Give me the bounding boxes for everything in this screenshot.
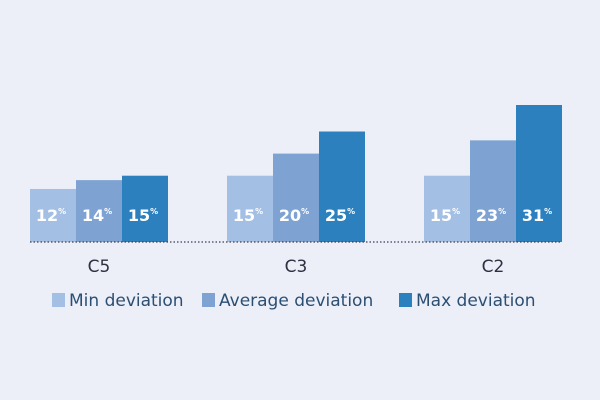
bar-c5-series-1 [76, 180, 122, 242]
data-label: 25% [325, 206, 355, 225]
bar-c2-series-1 [470, 140, 516, 242]
bar-c3-series-2 [319, 131, 365, 242]
bar-c2-series-2 [516, 105, 562, 242]
category-labels: C5 C3 C2 [88, 257, 505, 277]
legend: Min deviation Average deviation Max deviat… [52, 291, 536, 311]
legend-swatch [399, 293, 412, 307]
bar-c3-series-1 [273, 153, 319, 242]
bar-c5-series-2 [122, 175, 168, 242]
bar-c5-series-0 [30, 188, 76, 242]
legend-swatch [202, 293, 215, 307]
bar-c3-series-0 [227, 175, 273, 242]
legend-label: Max deviation [416, 291, 536, 311]
category-label-c2: C2 [482, 257, 505, 277]
data-labels-layer: 12% 14% 15% 15% 20% 25% 15% 23% 31% [36, 206, 552, 225]
bar-c2-series-0 [424, 175, 470, 242]
category-label-c3: C3 [285, 257, 308, 277]
legend-label: Average deviation [219, 291, 373, 311]
data-label: 15% [430, 206, 460, 225]
legend-swatch [52, 293, 65, 307]
data-label: 31% [522, 206, 552, 225]
data-label: 15% [233, 206, 263, 225]
data-label: 20% [279, 206, 309, 225]
bars-layer [30, 105, 562, 242]
category-label-c5: C5 [88, 257, 111, 277]
data-label: 12% [36, 206, 66, 225]
data-label: 15% [128, 206, 158, 225]
legend-label: Min deviation [69, 291, 184, 311]
data-label: 23% [476, 206, 506, 225]
data-label: 14% [82, 206, 112, 225]
